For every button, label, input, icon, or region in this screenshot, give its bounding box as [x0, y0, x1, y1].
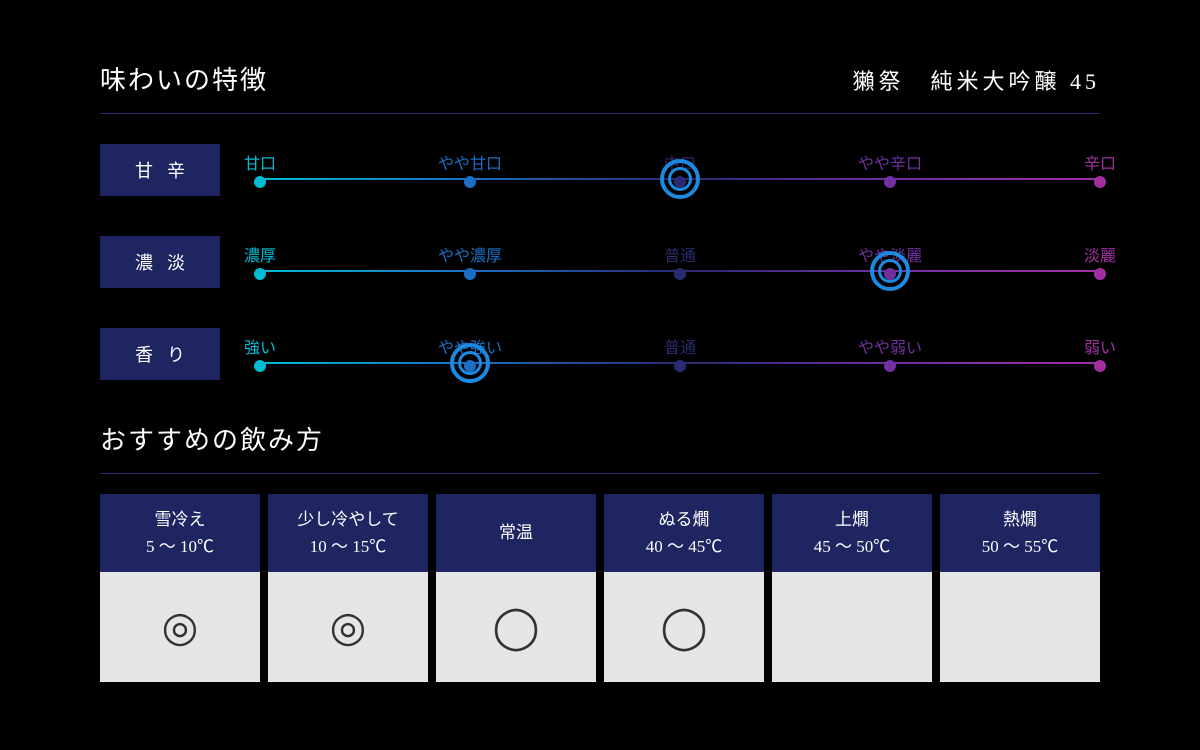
serving-name: 少し冷やして — [297, 506, 399, 533]
scale-tick: 強い — [244, 334, 276, 374]
scale-selector — [870, 251, 910, 291]
tick-dot — [464, 268, 476, 280]
serving-cell: 雪冷え5 ～ 10℃◎ — [100, 494, 260, 682]
serving-mark — [940, 572, 1100, 682]
scale-tick: やや弱い — [858, 334, 922, 374]
serving-cell: 常温 ◯ — [436, 494, 596, 682]
scale-tick: 濃厚 — [244, 242, 276, 282]
serving-section: おすすめの飲み方 雪冷え5 ～ 10℃◎少し冷やして10 ～ 15℃◎常温◯ぬる… — [100, 420, 1100, 682]
tick-label: 強い — [244, 334, 276, 358]
tick-label: 甘口 — [244, 150, 276, 174]
tick-dot — [464, 176, 476, 188]
scale-track: 強いやや強い普通やや弱い弱い — [260, 334, 1100, 374]
tick-label: 普通 — [664, 242, 696, 266]
scale-label: 甘辛 — [100, 144, 220, 196]
tick-dot — [1094, 176, 1106, 188]
scale-label: 香り — [100, 328, 220, 380]
serving-mark — [772, 572, 932, 682]
scale-row: 香り強いやや強い普通やや弱い弱い — [100, 328, 1100, 380]
tick-dot — [884, 176, 896, 188]
tick-label: やや弱い — [858, 334, 922, 358]
serving-cell: 上燗45 ～ 50℃ — [772, 494, 932, 682]
tick-label: 濃厚 — [244, 242, 276, 266]
tick-label: やや辛口 — [858, 150, 922, 174]
scale-row: 甘辛甘口やや甘口中口やや辛口辛口 — [100, 144, 1100, 196]
serving-temp: 45 ～ 50℃ — [814, 533, 891, 560]
product-name: 獺祭 純米大吟醸 45 — [852, 64, 1100, 96]
tick-dot — [884, 360, 896, 372]
serving-temp: 5 ～ 10℃ — [146, 533, 214, 560]
serving-mark: ◎ — [268, 572, 428, 682]
serving-section-title: おすすめの飲み方 — [100, 420, 324, 457]
tick-dot — [674, 360, 686, 372]
taste-section-title: 味わいの特徴 — [100, 60, 268, 97]
taste-scales: 甘辛甘口やや甘口中口やや辛口辛口濃淡濃厚やや濃厚普通やや淡麗淡麗香り強いやや強い… — [100, 144, 1100, 380]
tick-label: やや濃厚 — [438, 242, 502, 266]
serving-head: 少し冷やして10 ～ 15℃ — [268, 494, 428, 572]
tick-label: 普通 — [664, 334, 696, 358]
scale-tick: 甘口 — [244, 150, 276, 190]
serving-temp: 40 ～ 45℃ — [646, 533, 723, 560]
serving-heading-row: おすすめの飲み方 — [100, 420, 1100, 474]
scale-track: 甘口やや甘口中口やや辛口辛口 — [260, 150, 1100, 190]
scale-tick: 弱い — [1084, 334, 1116, 374]
tick-dot — [1094, 360, 1106, 372]
serving-cell: 熱燗50 ～ 55℃ — [940, 494, 1100, 682]
tick-dot — [674, 268, 686, 280]
serving-mark: ◯ — [436, 572, 596, 682]
serving-name: 上燗 — [835, 506, 869, 533]
scale-selector — [660, 159, 700, 199]
scale-selector — [450, 343, 490, 383]
serving-mark: ◯ — [604, 572, 764, 682]
scale-track: 濃厚やや濃厚普通やや淡麗淡麗 — [260, 242, 1100, 282]
scale-tick: 辛口 — [1084, 150, 1116, 190]
serving-cell: 少し冷やして10 ～ 15℃◎ — [268, 494, 428, 682]
scale-label: 濃淡 — [100, 236, 220, 288]
tick-dot — [254, 360, 266, 372]
scale-row: 濃淡濃厚やや濃厚普通やや淡麗淡麗 — [100, 236, 1100, 288]
tick-label: 淡麗 — [1084, 242, 1116, 266]
serving-name: 雪冷え — [155, 506, 206, 533]
scale-tick: やや甘口 — [438, 150, 502, 190]
serving-name: 熱燗 — [1003, 506, 1037, 533]
serving-temp: 50 ～ 55℃ — [982, 533, 1059, 560]
serving-head: 雪冷え5 ～ 10℃ — [100, 494, 260, 572]
scale-tick: 普通 — [664, 242, 696, 282]
serving-head: 常温 — [436, 494, 596, 572]
serving-name: 常温 — [499, 519, 533, 546]
tick-dot — [254, 176, 266, 188]
tick-label: やや甘口 — [438, 150, 502, 174]
taste-heading-row: 味わいの特徴 獺祭 純米大吟醸 45 — [100, 60, 1100, 114]
scale-tick: やや辛口 — [858, 150, 922, 190]
serving-head: 熱燗50 ～ 55℃ — [940, 494, 1100, 572]
serving-name: ぬる燗 — [659, 506, 710, 533]
serving-head: 上燗45 ～ 50℃ — [772, 494, 932, 572]
serving-cell: ぬる燗40 ～ 45℃◯ — [604, 494, 764, 682]
serving-table: 雪冷え5 ～ 10℃◎少し冷やして10 ～ 15℃◎常温◯ぬる燗40 ～ 45℃… — [100, 494, 1100, 682]
scale-tick: 淡麗 — [1084, 242, 1116, 282]
tick-label: 辛口 — [1084, 150, 1116, 174]
scale-tick: 普通 — [664, 334, 696, 374]
serving-temp: 10 ～ 15℃ — [310, 533, 387, 560]
tick-dot — [254, 268, 266, 280]
serving-mark: ◎ — [100, 572, 260, 682]
scale-tick: やや濃厚 — [438, 242, 502, 282]
serving-head: ぬる燗40 ～ 45℃ — [604, 494, 764, 572]
tick-label: 弱い — [1084, 334, 1116, 358]
tick-dot — [1094, 268, 1106, 280]
